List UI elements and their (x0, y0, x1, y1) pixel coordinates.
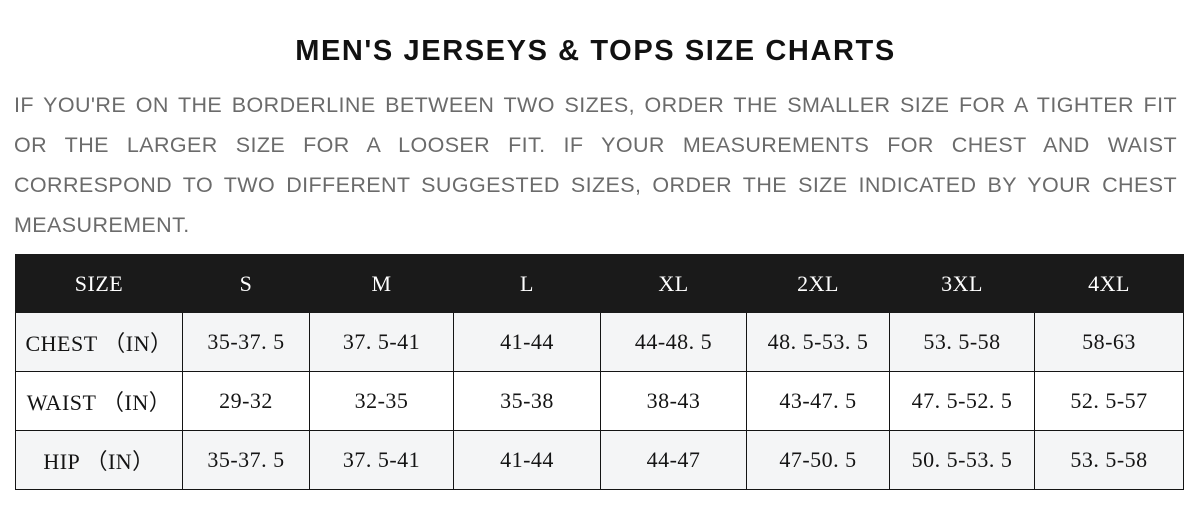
header-cell-l: L (453, 254, 601, 313)
cell-hip-m: 37. 5-41 (309, 430, 454, 490)
cell-waist-l: 35-38 (453, 371, 601, 431)
cell-chest-3xl: 53. 5-58 (889, 312, 1035, 372)
header-cell-size: SIZE (15, 254, 183, 313)
cell-chest-s: 35-37. 5 (182, 312, 310, 372)
header-cell-4xl: 4XL (1034, 254, 1184, 313)
cell-waist-s: 29-32 (182, 371, 310, 431)
table-header: SIZE S M L XL 2XL 3XL 4XL (15, 254, 1184, 313)
cell-chest-m: 37. 5-41 (309, 312, 454, 372)
table-row: WAIST （IN） 29-32 32-35 35-38 38-43 43-47… (15, 371, 1184, 431)
cell-chest-4xl: 58-63 (1034, 312, 1184, 372)
header-cell-3xl: 3XL (889, 254, 1035, 313)
cell-hip-2xl: 47-50. 5 (746, 430, 890, 490)
header-cell-2xl: 2XL (746, 254, 890, 313)
cell-hip-xl: 44-47 (600, 430, 747, 490)
row-label-waist: WAIST （IN） (15, 371, 183, 431)
cell-chest-xl: 44-48. 5 (600, 312, 747, 372)
cell-chest-2xl: 48. 5-53. 5 (746, 312, 890, 372)
size-chart-table: SIZE S M L XL 2XL 3XL 4XL CHEST （IN） 35-… (15, 254, 1184, 490)
size-chart-table-container: SIZE S M L XL 2XL 3XL 4XL CHEST （IN） 35-… (15, 254, 1184, 490)
header-cell-xl: XL (600, 254, 747, 313)
table-row: HIP （IN） 35-37. 5 37. 5-41 41-44 44-47 4… (15, 430, 1184, 490)
row-label-chest: CHEST （IN） (15, 312, 183, 372)
header-cell-s: S (182, 254, 310, 313)
cell-waist-m: 32-35 (309, 371, 454, 431)
table-header-row: SIZE S M L XL 2XL 3XL 4XL (15, 254, 1184, 313)
cell-hip-4xl: 53. 5-58 (1034, 430, 1184, 490)
cell-hip-3xl: 50. 5-53. 5 (889, 430, 1035, 490)
cell-chest-l: 41-44 (453, 312, 601, 372)
header-cell-m: M (309, 254, 454, 313)
row-label-hip: HIP （IN） (15, 430, 183, 490)
cell-hip-s: 35-37. 5 (182, 430, 310, 490)
intro-paragraph: IF YOU'RE ON THE BORDERLINE BETWEEN TWO … (14, 93, 1177, 237)
cell-waist-4xl: 52. 5-57 (1034, 371, 1184, 431)
table-body: CHEST （IN） 35-37. 5 37. 5-41 41-44 44-48… (15, 312, 1184, 490)
cell-waist-xl: 38-43 (600, 371, 747, 431)
page-title: MEN'S JERSEYS & TOPS SIZE CHARTS (295, 35, 896, 67)
cell-waist-3xl: 47. 5-52. 5 (889, 371, 1035, 431)
cell-waist-2xl: 43-47. 5 (746, 371, 890, 431)
cell-hip-l: 41-44 (453, 430, 601, 490)
table-row: CHEST （IN） 35-37. 5 37. 5-41 41-44 44-48… (15, 312, 1184, 372)
